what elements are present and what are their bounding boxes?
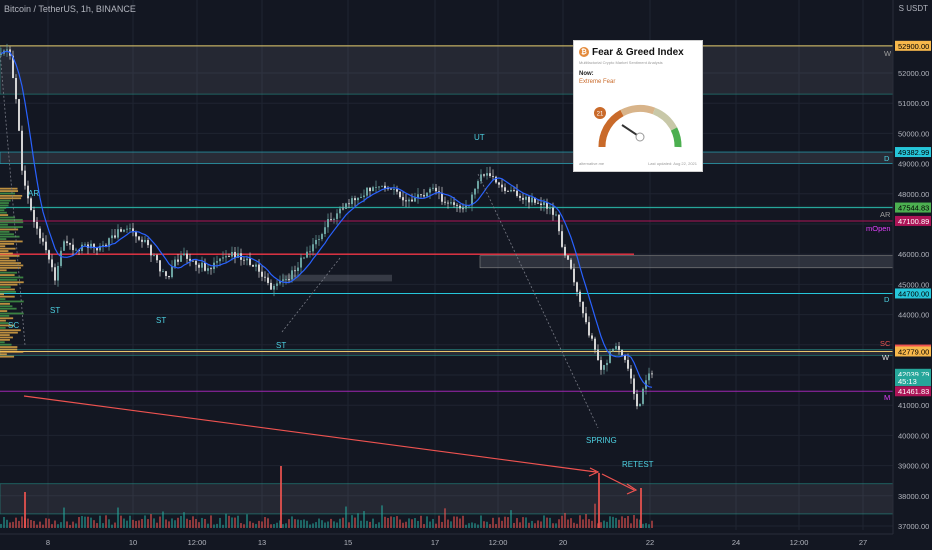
time-tick: 8	[46, 538, 50, 547]
price-badge	[895, 40, 931, 51]
price-tick: 51000.00	[898, 99, 929, 108]
time-tick: 13	[258, 538, 266, 547]
price-tick: 52000.00	[898, 69, 929, 78]
price-badge-text: 47544.83	[898, 204, 929, 213]
price-badge	[895, 376, 931, 387]
price-badge-text: 49382.99	[898, 148, 929, 157]
wyckoff-label: ST	[156, 316, 166, 325]
wyckoff-label: UT	[474, 133, 485, 142]
bitcoin-icon: ₿	[579, 47, 589, 57]
fear-greed-now-label: Now:	[579, 71, 594, 77]
chart-grid	[0, 0, 893, 530]
time-tick: 12:00	[790, 538, 809, 547]
price-badge	[895, 368, 931, 379]
price-badge-text: 42779.00	[898, 347, 929, 356]
price-tick: 37000.00	[898, 522, 929, 531]
price-tick: 44000.00	[898, 311, 929, 320]
currency-code[interactable]: USDT	[906, 4, 928, 13]
level-label: W	[884, 49, 892, 58]
currency-prefix: S	[898, 4, 904, 13]
fear-greed-subtitle: Multifactorial Crypto Market Sentiment A…	[579, 60, 663, 65]
time-tick: 22	[646, 538, 654, 547]
moving-average-line	[0, 50, 653, 388]
level-label: M	[884, 393, 890, 402]
price-badge-text: 42039.79	[898, 370, 929, 379]
price-badge	[895, 346, 931, 357]
level-label: AR	[880, 210, 891, 219]
wyckoff-label: SPRING	[586, 436, 617, 445]
price-badge	[895, 202, 931, 213]
price-tick: 46000.00	[898, 250, 929, 259]
price-tick: 40000.00	[898, 431, 929, 440]
fear-greed-status: Extreme Fear	[579, 79, 616, 85]
time-tick: 12:00	[188, 538, 207, 547]
price-badge	[895, 386, 931, 397]
fear-greed-source: alternative.me	[579, 161, 605, 166]
price-badge	[895, 147, 931, 158]
price-badge-text: 47100.89	[898, 217, 929, 226]
time-tick: 17	[431, 538, 439, 547]
wyckoff-label: SC	[8, 321, 19, 330]
price-tick: 39000.00	[898, 462, 929, 471]
symbol-header[interactable]: Bitcoin / TetherUS, 1h, BINANCE	[4, 4, 136, 14]
time-tick: 24	[732, 538, 740, 547]
level-label: D	[884, 154, 890, 163]
price-badge-text: 44700.00	[898, 289, 929, 298]
gauge-icon: 21	[594, 104, 682, 148]
fear-greed-title: Fear & Greed Index	[592, 47, 684, 58]
annotations	[0, 51, 638, 495]
time-tick: 20	[559, 538, 567, 547]
volume-bars	[0, 466, 653, 528]
price-tick: 48000.00	[898, 190, 929, 199]
price-tick: 41000.00	[898, 401, 929, 410]
price-axis[interactable]: 52000.00 51000.00 50000.00 49000.00 48000.00…	[892, 0, 931, 534]
price-badge	[895, 288, 931, 299]
currency-label: S USDT	[899, 4, 928, 13]
price-badge	[895, 215, 931, 226]
time-axis[interactable]: 8 10 12:00 13 15 17 12:00 20 22 24 12:00 27	[0, 533, 932, 550]
price-badge-text: 45:13	[898, 377, 917, 386]
wyckoff-label: RETEST	[622, 460, 654, 469]
time-tick: 27	[859, 538, 867, 547]
wyckoff-label: AR	[28, 189, 39, 198]
level-label: W	[882, 353, 890, 362]
price-badge-text: 52900.00	[898, 42, 929, 51]
fear-greed-value: 21	[597, 112, 604, 118]
fear-greed-widget: ₿ Fear & Greed Index Multifactorial Cryp…	[573, 40, 703, 172]
time-tick: 15	[344, 538, 352, 547]
candlesticks	[0, 43, 653, 410]
time-tick: 12:00	[489, 538, 508, 547]
level-label: mOpen	[866, 224, 891, 233]
volume-profile	[0, 187, 24, 358]
price-tick: 50000.00	[898, 129, 929, 138]
fear-greed-updated: Last updated: Aug 22, 2021	[648, 161, 697, 166]
price-badge-text: 41461.83	[898, 387, 929, 396]
price-tick: 38000.00	[898, 492, 929, 501]
support-resistance-zones	[0, 45, 894, 515]
price-tick: 49000.00	[898, 160, 929, 169]
time-tick: 10	[129, 538, 137, 547]
wyckoff-label: ST	[50, 306, 60, 315]
price-tick: 45000.00	[898, 280, 929, 289]
level-label: SC	[880, 339, 891, 348]
wyckoff-labels: AR SC ST ST ST UT SPRING RETEST W D AR mOpen D SC W M	[8, 49, 892, 469]
wyckoff-label: ST	[276, 341, 286, 350]
level-label: D	[884, 295, 890, 304]
